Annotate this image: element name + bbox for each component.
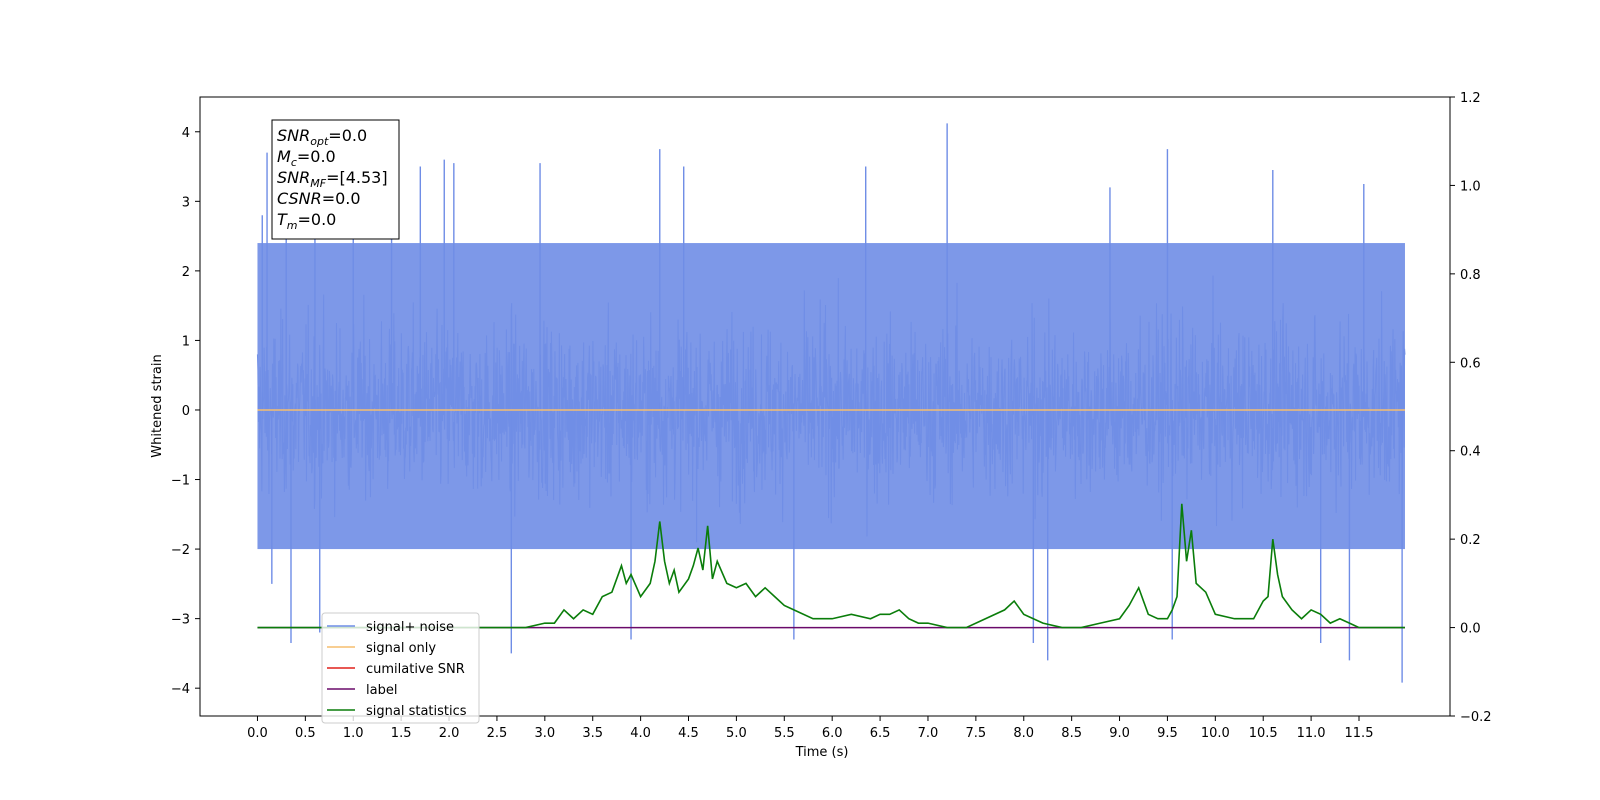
y2-tick-label: 0.4 <box>1460 445 1481 460</box>
x-tick-label: 10.0 <box>1201 726 1230 741</box>
y-axis-title: Whitened strain <box>150 354 165 457</box>
legend: signal+ noise signal only cumilative SNR la… <box>321 612 480 724</box>
x-tick-label: 0.0 <box>247 726 268 741</box>
x-tick-label: 11.0 <box>1297 726 1326 741</box>
y-axis-right: 1.2 1.0 0.8 0.6 0.4 0.2 0.0 −0.2 <box>1450 91 1492 725</box>
y-axis-left: 4 3 2 1 0 −1 −2 −3 −4 <box>171 126 200 697</box>
info-box-frame <box>271 119 400 240</box>
x-axis: 0.0 0.5 1.0 1.5 2.0 2.5 3.0 3.5 4.0 4.5 5.0 5.5 6.0 6… <box>247 716 1373 741</box>
x-tick-label: 5.5 <box>774 726 795 741</box>
y2-tick-label: −0.2 <box>1460 710 1492 725</box>
x-tick-label: 5.0 <box>726 726 747 741</box>
y-tick-label: 0 <box>182 404 190 419</box>
x-tick-label: 3.5 <box>582 726 603 741</box>
legend-label: label <box>366 683 397 698</box>
plot-area <box>256 123 1406 683</box>
x-tick-label: 3.0 <box>534 726 555 741</box>
legend-label: cumilative SNR <box>366 662 465 677</box>
y2-tick-label: 1.2 <box>1460 91 1481 106</box>
x-tick-label: 8.0 <box>1013 726 1034 741</box>
x-tick-label: 0.5 <box>295 726 316 741</box>
y2-tick-label: 0.2 <box>1460 533 1481 548</box>
x-tick-label: 4.0 <box>630 726 651 741</box>
y-tick-label: −2 <box>171 543 190 558</box>
x-tick-label: 1.5 <box>391 726 412 741</box>
x-tick-label: 7.0 <box>918 726 939 741</box>
y-tick-label: 2 <box>182 265 190 280</box>
x-tick-label: 6.5 <box>870 726 891 741</box>
x-tick-label: 7.5 <box>966 726 987 741</box>
info-box-line: SNRopt=0.0 <box>277 126 367 148</box>
x-tick-label: 2.0 <box>439 726 460 741</box>
plot-frame <box>199 96 1451 717</box>
info-box-line: Tm=0.0 <box>277 210 336 232</box>
y-tick-label: 3 <box>182 195 190 210</box>
x-tick-label: 11.5 <box>1345 726 1374 741</box>
info-box-line: Mc=0.0 <box>277 147 336 169</box>
x-tick-label: 2.5 <box>487 726 508 741</box>
info-box-line: SNRMF=[4.53] <box>277 168 388 190</box>
info-box-line: CSNR=0.0 <box>277 189 361 208</box>
series-signal-statistics-line <box>257 503 1405 629</box>
legend-label: signal statistics <box>366 704 467 719</box>
x-tick-label: 4.5 <box>678 726 699 741</box>
legend-frame <box>321 612 480 724</box>
y-tick-label: −1 <box>171 474 190 489</box>
x-axis-title: Time (s) <box>795 745 849 760</box>
y-tick-label: 4 <box>182 126 190 141</box>
y-tick-label: −4 <box>171 682 190 697</box>
legend-label: signal+ noise <box>366 620 454 635</box>
y2-tick-label: 0.6 <box>1460 356 1481 371</box>
y2-tick-label: 0.0 <box>1460 622 1481 637</box>
y2-tick-label: 0.8 <box>1460 268 1481 283</box>
legend-label: signal only <box>366 641 436 656</box>
y2-tick-label: 1.0 <box>1460 179 1481 194</box>
x-tick-label: 8.5 <box>1061 726 1082 741</box>
series-signal-noise-band <box>257 243 1405 550</box>
x-tick-label: 9.0 <box>1109 726 1130 741</box>
x-tick-label: 6.0 <box>822 726 843 741</box>
y-tick-label: −3 <box>171 613 190 628</box>
y-tick-label: 1 <box>182 334 190 349</box>
x-tick-label: 9.5 <box>1157 726 1178 741</box>
x-tick-label: 1.0 <box>343 726 364 741</box>
x-tick-label: 10.5 <box>1249 726 1278 741</box>
